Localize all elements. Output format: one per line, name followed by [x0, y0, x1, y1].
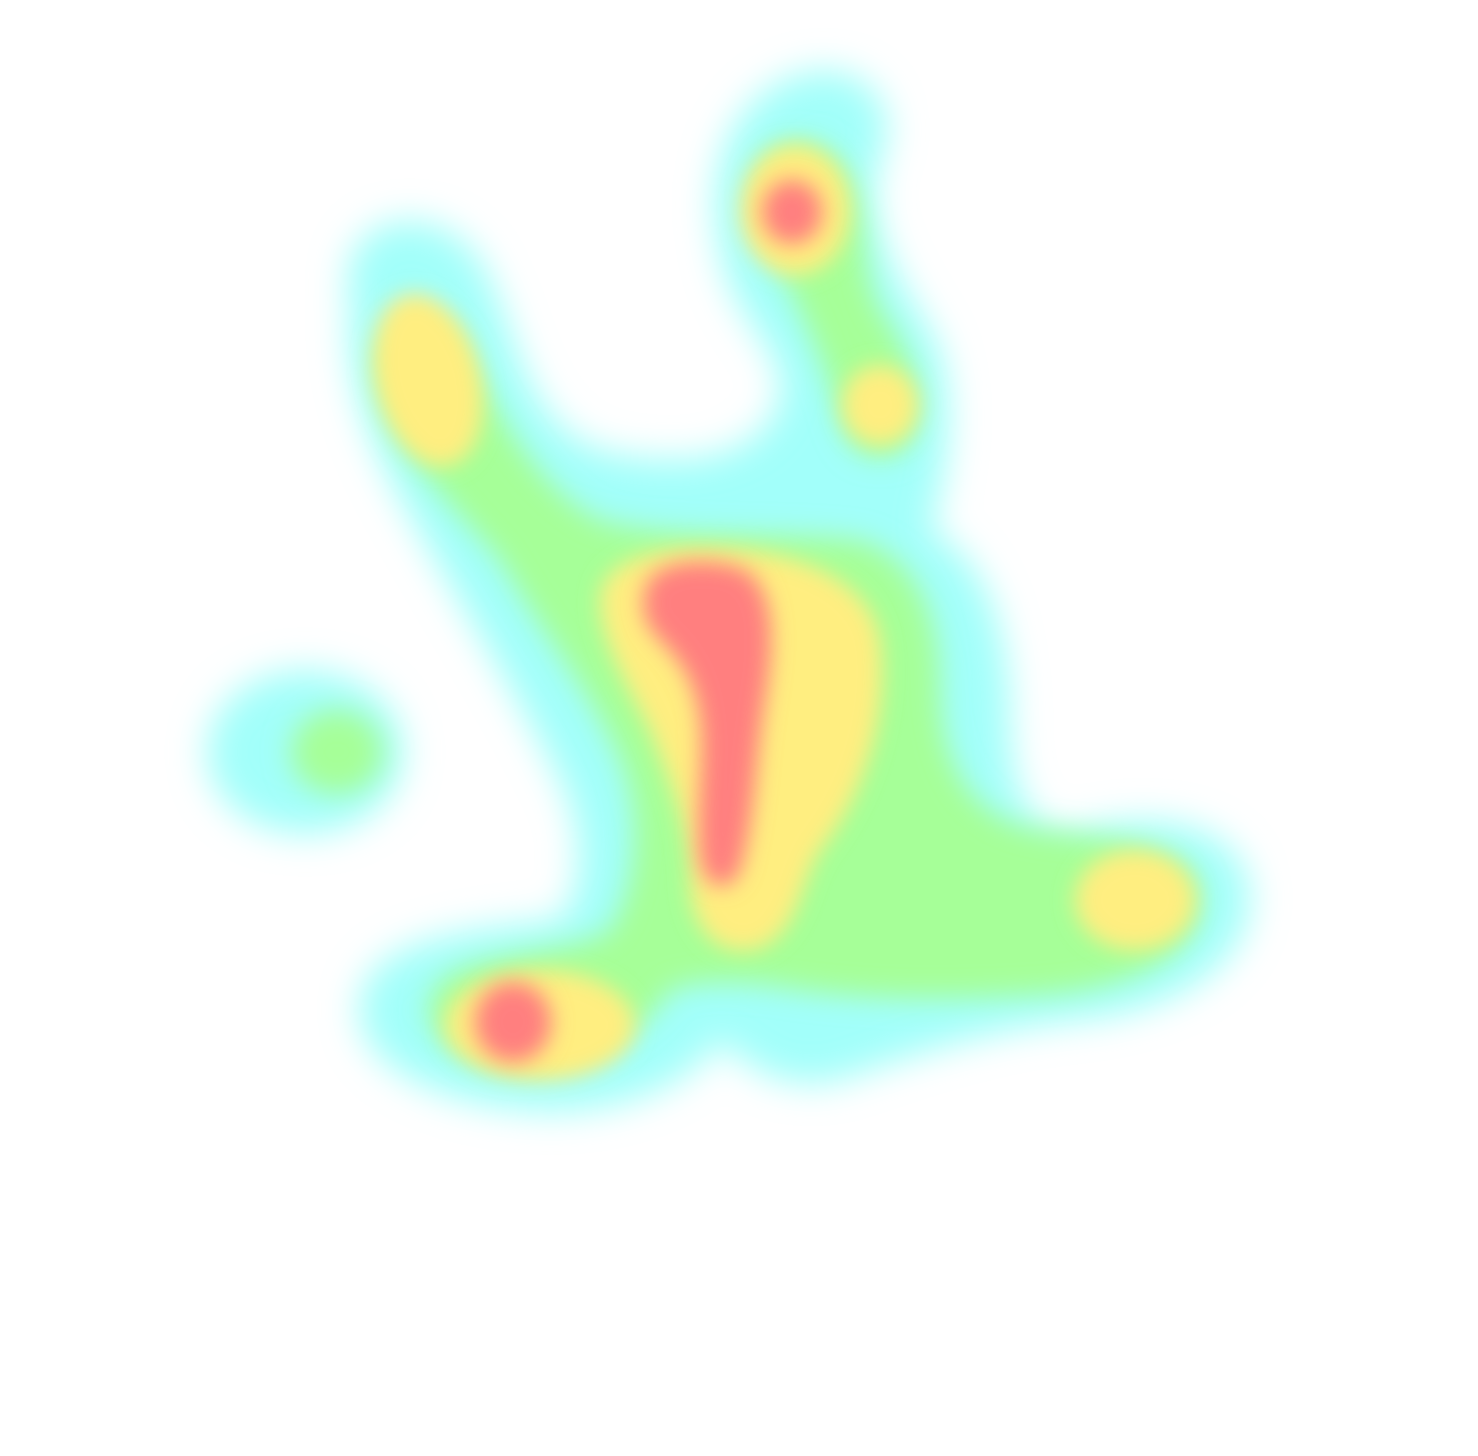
heatmap-warm-region-topleft	[373, 293, 483, 467]
heatmap-hot-region-top	[762, 180, 822, 244]
heatmap-hot-region-center	[643, 561, 771, 887]
heatmap-warm-region-topright	[842, 365, 918, 445]
heatmap-warm-region-right	[1075, 850, 1195, 950]
heatmap-cool-region-left	[291, 710, 383, 794]
heatmap-hot-region-bottomleft	[475, 982, 551, 1062]
heatmap-hot-layer	[475, 180, 822, 1062]
